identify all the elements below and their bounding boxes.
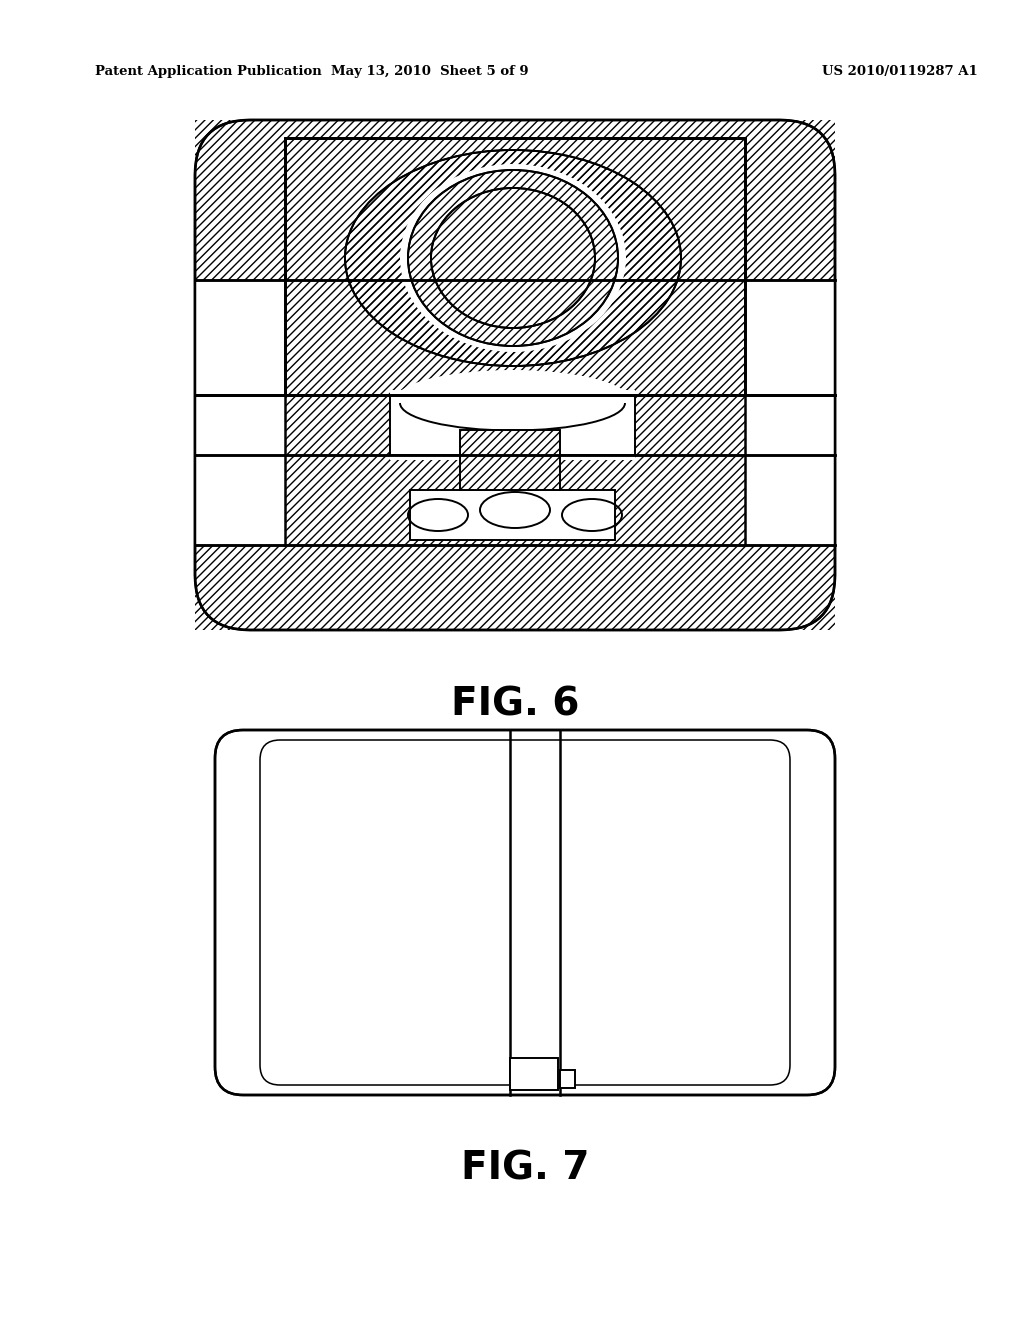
- Ellipse shape: [395, 370, 630, 430]
- Bar: [285, 120, 745, 140]
- Bar: [285, 139, 745, 395]
- Bar: [410, 490, 615, 540]
- FancyBboxPatch shape: [215, 730, 835, 1096]
- Bar: [195, 120, 285, 630]
- FancyBboxPatch shape: [195, 120, 835, 630]
- Bar: [330, 395, 695, 545]
- Bar: [745, 280, 835, 545]
- Text: Patent Application Publication: Patent Application Publication: [95, 66, 322, 78]
- Bar: [285, 139, 745, 395]
- Bar: [285, 395, 330, 545]
- Text: May 13, 2010  Sheet 5 of 9: May 13, 2010 Sheet 5 of 9: [331, 66, 528, 78]
- Text: FIG. 7: FIG. 7: [461, 1150, 589, 1188]
- Ellipse shape: [400, 164, 626, 352]
- Text: FIG. 6: FIG. 6: [451, 685, 580, 723]
- Ellipse shape: [431, 187, 595, 327]
- Bar: [510, 1059, 558, 1090]
- Bar: [195, 280, 285, 545]
- Bar: [460, 430, 560, 490]
- Bar: [390, 389, 635, 459]
- Bar: [560, 1071, 575, 1088]
- Text: US 2010/0119287 A1: US 2010/0119287 A1: [822, 66, 978, 78]
- Bar: [695, 395, 745, 545]
- Bar: [285, 545, 745, 630]
- Bar: [745, 120, 835, 630]
- Bar: [460, 430, 560, 490]
- Bar: [285, 139, 745, 395]
- Bar: [390, 395, 635, 455]
